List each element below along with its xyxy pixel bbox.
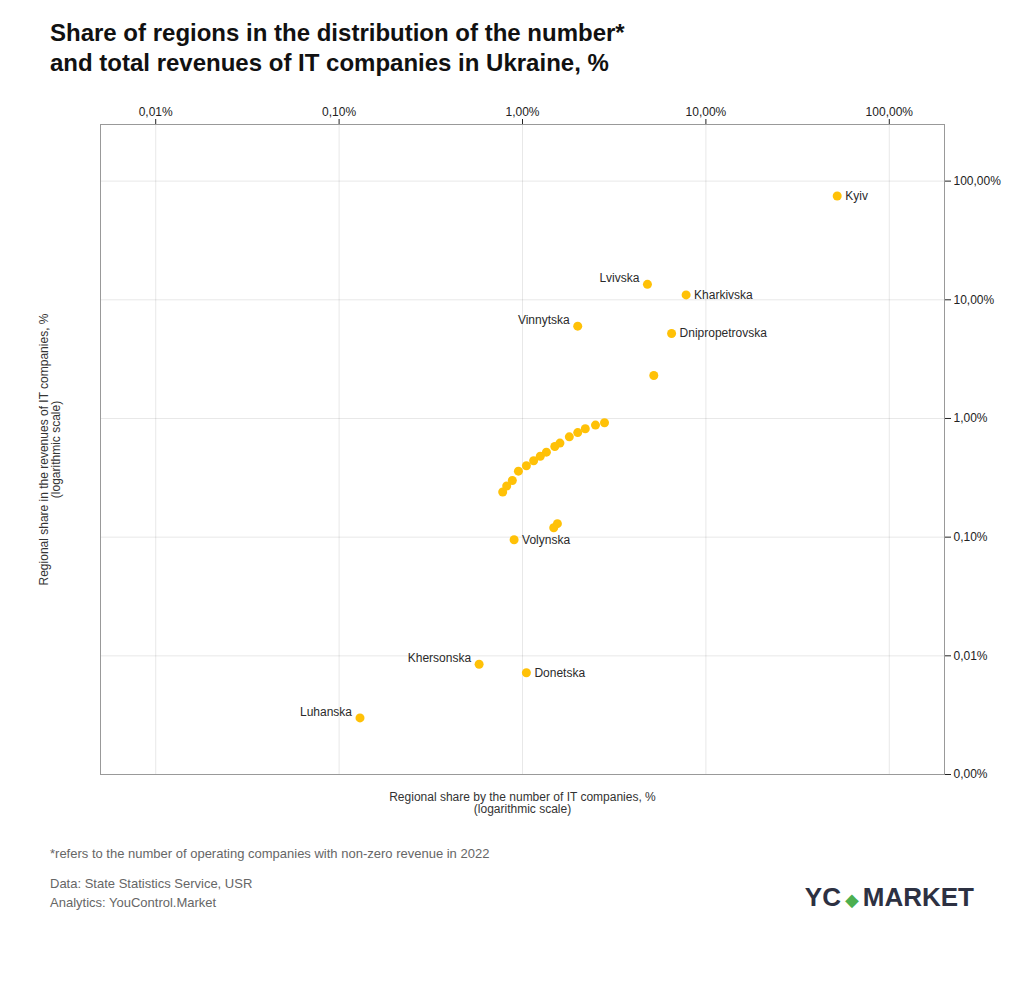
svg-text:Kharkivska: Kharkivska — [694, 288, 753, 302]
svg-text:100,00%: 100,00% — [866, 105, 914, 119]
html-text:YC◆MARKET: YC◆MARKET — [804, 881, 974, 912]
svg-text:Luhanska: Luhanska — [300, 705, 352, 719]
svg-text:Khersonska: Khersonska — [408, 651, 472, 665]
svg-text:Donetska: Donetska — [534, 666, 585, 680]
svg-text:Kyiv: Kyiv — [845, 189, 868, 203]
svg-text:10,00%: 10,00% — [686, 105, 727, 119]
svg-text:Volynska: Volynska — [522, 533, 570, 547]
html-text:*refers to the number of opera: *refers to the number of operating compa… — [50, 846, 490, 861]
svg-text:0,01%: 0,01% — [139, 105, 173, 119]
svg-text:Lvivska: Lvivska — [599, 271, 639, 285]
svg-text:10,00%: 10,00% — [954, 293, 995, 307]
svg-text:1,00%: 1,00% — [954, 411, 988, 425]
svg-text:Vinnytska: Vinnytska — [518, 313, 570, 327]
svg-text:Dnipropetrovska: Dnipropetrovska — [680, 326, 768, 340]
svg-text:100,00%: 100,00% — [954, 174, 1002, 188]
svg-text:0,10%: 0,10% — [322, 105, 356, 119]
svg-text:0,01%: 0,01% — [954, 649, 988, 663]
html-text:Analytics: YouControl.Market: Analytics: YouControl.Market — [50, 895, 217, 910]
svg-text:0,10%: 0,10% — [954, 530, 988, 544]
html-text:Share of regions in the distri: Share of regions in the distribution of … — [50, 19, 625, 76]
svg-text:Regional share in the revenues: Regional share in the revenues of IT com… — [37, 313, 63, 585]
svg-text:0,00%: 0,00% — [954, 767, 988, 781]
svg-text:Regional share by the number o: Regional share by the number of IT compa… — [389, 790, 656, 816]
svg-text:1,00%: 1,00% — [505, 105, 539, 119]
html-text:Data: State Statistics Service: Data: State Statistics Service, USR — [50, 875, 253, 891]
